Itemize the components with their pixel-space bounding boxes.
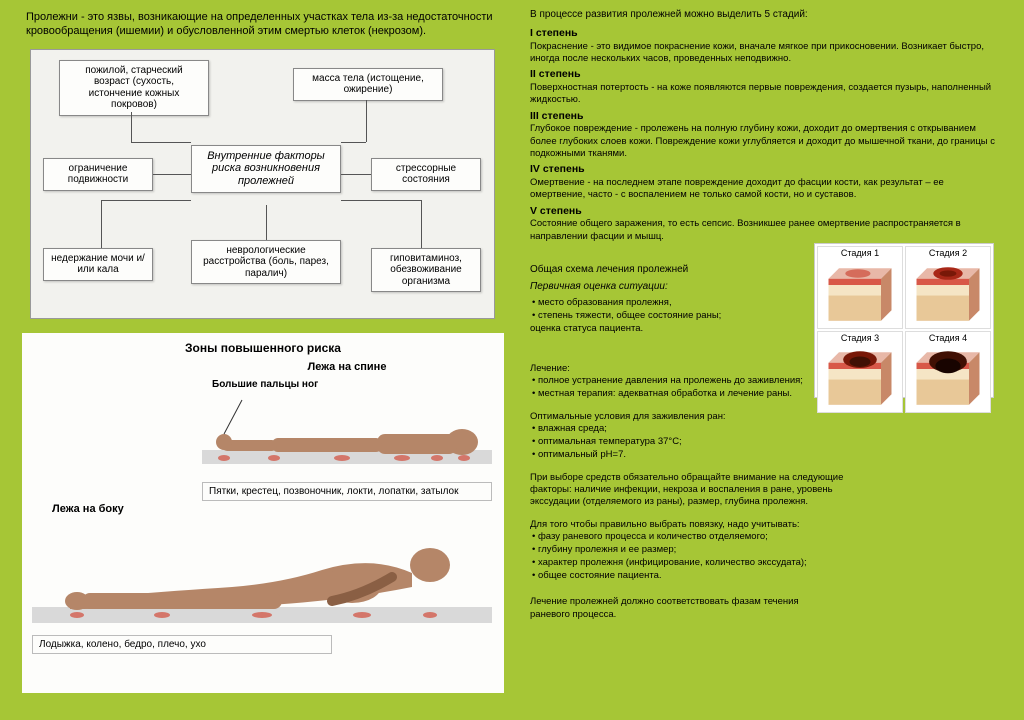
assess-list: место образования пролежня, степень тяже… <box>530 297 800 323</box>
cond-item: оптимальная температура 37°C; <box>542 436 940 449</box>
supine-points-label: Пятки, крестец, позвоночник, локти, лопа… <box>202 482 492 501</box>
stage-cell-4-label: Стадия 4 <box>906 332 990 346</box>
stage-3-desc: Глубокое повреждение - пролежень на полн… <box>530 123 1000 160</box>
cond-list: влажная среда; оптимальная температура 3… <box>530 423 940 461</box>
cond-item: оптимальный pH=7. <box>542 449 940 462</box>
factor-hypo: гиповитаминоз, обезвоживание организма <box>371 248 481 293</box>
factor-age: пожилой, старческий возраст (сухость, ис… <box>59 60 209 116</box>
stage-cell-1: Стадия 1 <box>817 246 903 329</box>
stages-image: Стадия 1 Стадия 2 <box>814 243 994 398</box>
stage-4-title: IV степень <box>530 163 1000 177</box>
treatment-heading: Общая схема лечения пролежней <box>530 263 800 276</box>
choice-text: При выборе средств обязательно обращайте… <box>530 472 850 509</box>
bandage-title: Для того чтобы правильно выбрать повязку… <box>530 519 940 531</box>
stage-2-desc: Поверхностная потертость - на коже появл… <box>530 82 1000 107</box>
factor-neuro: неврологические расстройства (боль, паре… <box>191 240 341 285</box>
stage-cell-3: Стадия 3 <box>817 331 903 414</box>
supine-body-illustration <box>202 390 492 480</box>
stage-2-title: II степень <box>530 68 1000 82</box>
assess-item: место образования пролежня, <box>542 297 800 310</box>
intro-paragraph: Пролежни - это язвы, возникающие на опре… <box>22 8 502 41</box>
stage-5-desc: Состояние общего заражения, то есть сепс… <box>530 218 1000 243</box>
factors-diagram: пожилой, старческий возраст (сухость, ис… <box>30 49 495 319</box>
risk-zones-panel: Зоны повышенного риска Лежа на спине Бол… <box>22 333 504 693</box>
treatment-footer: Лечение пролежней должно соответствовать… <box>530 596 830 621</box>
bandage-item: глубину пролежня и ее размер; <box>542 544 940 557</box>
stage-4: IV степень Омертвение - на последнем эта… <box>530 163 1000 201</box>
factor-mobility: ограничение подвижности <box>43 158 153 191</box>
cond-item: влажная среда; <box>542 423 940 436</box>
side-points-label: Лодыжка, колено, бедро, плечо, ухо <box>32 635 332 654</box>
stage-5: V степень Состояние общего заражения, то… <box>530 205 1000 243</box>
stage-2: II степень Поверхностная потертость - на… <box>530 68 1000 106</box>
stage-4-desc: Омертвение - на последнем этапе поврежде… <box>530 177 1000 202</box>
bandage-list: фазу раневого процесса и количество отде… <box>530 531 940 582</box>
assess-item: оценка статуса пациента. <box>530 323 800 335</box>
supine-label: Лежа на спине <box>202 361 492 373</box>
side-label: Лежа на боку <box>52 503 492 515</box>
stage-1: I степень Покраснение - это видимое покр… <box>530 27 1000 65</box>
factor-stress: стрессорные состояния <box>371 158 481 191</box>
factor-center: Внутренние факторы риска возникновения п… <box>191 145 341 193</box>
stage-1-desc: Покраснение - это видимое покраснение ко… <box>530 41 1000 66</box>
stages-intro: В процессе развития пролежней можно выде… <box>530 8 1000 21</box>
factor-mass: масса тела (истощение, ожирение) <box>293 68 443 101</box>
risk-zones-title: Зоны повышенного риска <box>32 341 494 355</box>
stage-5-title: V степень <box>530 205 1000 219</box>
stage-cell-2-label: Стадия 2 <box>906 247 990 261</box>
stage-cell-3-label: Стадия 3 <box>818 332 902 346</box>
stage-cell-2: Стадия 2 <box>905 246 991 329</box>
stage-1-title: I степень <box>530 27 1000 41</box>
bandage-item: фазу раневого процесса и количество отде… <box>542 531 940 544</box>
stage-3: III степень Глубокое повреждение - проле… <box>530 110 1000 161</box>
supine-toes-label: Большие пальцы ног <box>212 379 492 390</box>
assess-title: Первичная оценка ситуации: <box>530 280 800 293</box>
stage-3-title: III степень <box>530 110 1000 124</box>
factor-incont: недержание мочи и/или кала <box>43 248 153 281</box>
stage-cell-1-label: Стадия 1 <box>818 247 902 261</box>
assess-item: степень тяжести, общее состояние раны; <box>542 310 800 323</box>
side-body-illustration <box>32 515 492 635</box>
bandage-item: общее состояние пациента. <box>542 570 940 583</box>
stage-cell-4: Стадия 4 <box>905 331 991 414</box>
bandage-item: характер пролежня (инфицирование, количе… <box>542 557 940 570</box>
